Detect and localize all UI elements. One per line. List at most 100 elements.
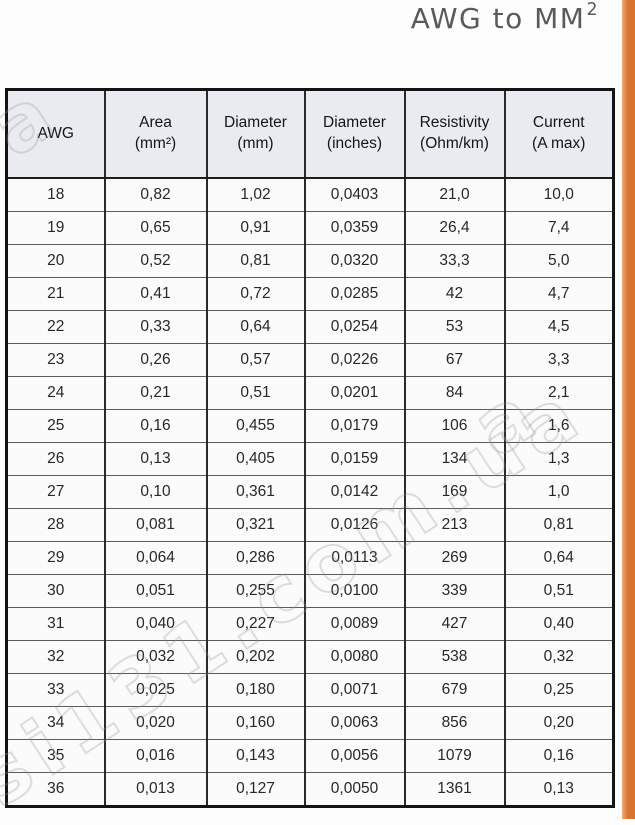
cell-diameter-mm: 0,57 [205, 343, 306, 377]
cell-resistivity: 169 [403, 475, 506, 509]
page-title-superscript: 2 [586, 0, 599, 21]
cell-awg: 28 [5, 508, 106, 542]
cell-diameter-inches: 0,0359 [303, 211, 406, 245]
table-header-row: AWG Area (mm²) Diameter (mm) Diameter (i… [5, 89, 615, 179]
cell-diameter-inches: 0,0126 [303, 508, 406, 542]
table-row: 34 0,020 0,160 0,0063 856 0,20 [5, 706, 615, 740]
column-header: AWG [5, 89, 106, 179]
column-header: Diameter (mm) [205, 89, 306, 179]
table-row: 26 0,13 0,405 0,0159 134 1,3 [5, 442, 615, 476]
column-header-label: AWG [37, 124, 74, 142]
cell-area-mm2: 0,025 [103, 673, 208, 707]
cell-current: 0,20 [503, 706, 615, 740]
table-row: 22 0,33 0,64 0,0254 53 4,5 [5, 310, 615, 344]
table-row: 33 0,025 0,180 0,0071 679 0,25 [5, 673, 615, 707]
cell-diameter-mm: 0,255 [205, 574, 306, 608]
cell-diameter-mm: 0,72 [205, 277, 306, 311]
cell-area-mm2: 0,26 [103, 343, 208, 377]
cell-area-mm2: 0,081 [103, 508, 208, 542]
cell-resistivity: 269 [403, 541, 506, 575]
cell-awg: 32 [5, 640, 106, 674]
cell-resistivity: 134 [403, 442, 506, 476]
cell-awg: 25 [5, 409, 106, 443]
cell-resistivity: 1361 [403, 772, 506, 807]
cell-resistivity: 21,0 [403, 177, 506, 212]
cell-current: 0,40 [503, 607, 615, 641]
cell-awg: 35 [5, 739, 106, 773]
column-header-label: Resistivity [419, 114, 490, 132]
cell-current: 10,0 [503, 177, 615, 212]
cell-diameter-mm: 0,286 [205, 541, 306, 575]
cell-diameter-inches: 0,0320 [303, 244, 406, 278]
cell-diameter-mm: 0,321 [205, 508, 306, 542]
page-title-text: AWG to MM [410, 2, 586, 35]
cell-current: 1,6 [503, 409, 615, 443]
table-row: 30 0,051 0,255 0,0100 339 0,51 [5, 574, 615, 608]
table-row: 29 0,064 0,286 0,0113 269 0,64 [5, 541, 615, 575]
cell-awg: 26 [5, 442, 106, 476]
cell-area-mm2: 0,33 [103, 310, 208, 344]
cell-resistivity: 856 [403, 706, 506, 740]
cell-diameter-inches: 0,0080 [303, 640, 406, 674]
awg-conversion-table: AWG Area (mm²) Diameter (mm) Diameter (i… [5, 88, 615, 808]
cell-diameter-mm: 0,180 [205, 673, 306, 707]
cell-awg: 23 [5, 343, 106, 377]
cell-awg: 34 [5, 706, 106, 740]
cell-area-mm2: 0,064 [103, 541, 208, 575]
cell-resistivity: 26,4 [403, 211, 506, 245]
cell-current: 0,13 [503, 772, 615, 807]
cell-current: 0,51 [503, 574, 615, 608]
cell-current: 7,4 [503, 211, 615, 245]
cell-current: 0,16 [503, 739, 615, 773]
cell-area-mm2: 0,52 [103, 244, 208, 278]
cell-area-mm2: 0,21 [103, 376, 208, 410]
cell-diameter-mm: 0,143 [205, 739, 306, 773]
cell-awg: 22 [5, 310, 106, 344]
column-header: Diameter (inches) [303, 89, 406, 179]
cell-resistivity: 106 [403, 409, 506, 443]
cell-current: 4,7 [503, 277, 615, 311]
cell-diameter-mm: 0,64 [205, 310, 306, 344]
cell-awg: 33 [5, 673, 106, 707]
cell-diameter-mm: 0,81 [205, 244, 306, 278]
cell-current: 0,81 [503, 508, 615, 542]
cell-resistivity: 679 [403, 673, 506, 707]
cell-resistivity: 33,3 [403, 244, 506, 278]
cell-current: 3,3 [503, 343, 615, 377]
column-header-unit: (mm) [237, 135, 274, 152]
cell-resistivity: 1079 [403, 739, 506, 773]
cell-diameter-mm: 0,455 [205, 409, 306, 443]
column-header-unit: (mm²) [134, 135, 177, 152]
column-header-unit: (Ohm/km) [420, 135, 489, 152]
column-header-label: Area [139, 114, 172, 132]
table-row: 28 0,081 0,321 0,0126 213 0,81 [5, 508, 615, 542]
cell-awg: 21 [5, 277, 106, 311]
column-header-unit: (inches) [326, 135, 383, 152]
cell-area-mm2: 0,051 [103, 574, 208, 608]
cell-diameter-inches: 0,0089 [303, 607, 406, 641]
table-row: 25 0,16 0,455 0,0179 106 1,6 [5, 409, 615, 443]
cell-area-mm2: 0,10 [103, 475, 208, 509]
cell-current: 5,0 [503, 244, 615, 278]
cell-awg: 19 [5, 211, 106, 245]
column-header-label: Diameter [323, 114, 386, 132]
cell-diameter-mm: 0,227 [205, 607, 306, 641]
table-row: 18 0,82 1,02 0,0403 21,0 10,0 [5, 177, 615, 212]
cell-diameter-mm: 0,202 [205, 640, 306, 674]
cell-diameter-inches: 0,0056 [303, 739, 406, 773]
column-header-label: Diameter [224, 114, 287, 132]
cell-diameter-inches: 0,0403 [303, 177, 406, 212]
cell-diameter-mm: 0,91 [205, 211, 306, 245]
cell-diameter-inches: 0,0113 [303, 541, 406, 575]
cell-diameter-mm: 1,02 [205, 177, 306, 212]
cell-resistivity: 42 [403, 277, 506, 311]
cell-current: 1,3 [503, 442, 615, 476]
cell-current: 1,0 [503, 475, 615, 509]
table-row: 23 0,26 0,57 0,0226 67 3,3 [5, 343, 615, 377]
cell-current: 2,1 [503, 376, 615, 410]
table-row: 35 0,016 0,143 0,0056 1079 0,16 [5, 739, 615, 773]
cell-diameter-mm: 0,160 [205, 706, 306, 740]
cell-diameter-inches: 0,0142 [303, 475, 406, 509]
table-row: 21 0,41 0,72 0,0285 42 4,7 [5, 277, 615, 311]
cell-area-mm2: 0,65 [103, 211, 208, 245]
